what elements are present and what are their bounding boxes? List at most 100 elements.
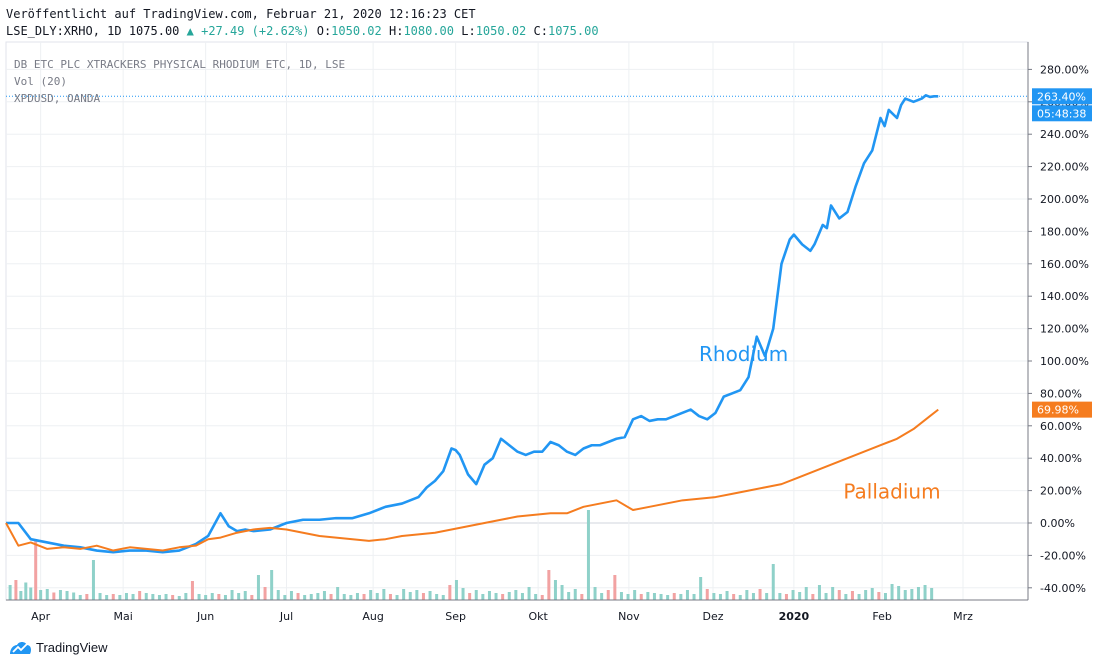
volume-bar <box>336 587 340 600</box>
chart-axes: 280.00%260.00%240.00%220.00%200.00%180.0… <box>6 42 1089 623</box>
open-label: O: <box>316 24 332 38</box>
volume-bar <box>388 594 392 600</box>
volume-bars <box>8 510 934 600</box>
rhodium-line[interactable] <box>6 94 939 554</box>
volume-bar <box>428 591 432 600</box>
volume-bar <box>118 595 122 600</box>
y-tick-label: 40.00% <box>1040 452 1082 465</box>
legend-main-series[interactable]: DB ETC PLC XTRACKERS PHYSICAL RHODIUM ET… <box>14 58 346 71</box>
volume-bar <box>593 587 597 600</box>
y-tick-label: 180.00% <box>1040 225 1089 238</box>
volume-bar <box>250 595 254 600</box>
volume-bar <box>903 590 907 600</box>
volume-bar <box>111 594 115 600</box>
volume-bar <box>164 594 168 600</box>
volume-bar <box>652 593 656 600</box>
legend-compare[interactable]: XPDUSD, OANDA <box>14 92 101 105</box>
volume-bar <box>29 587 33 600</box>
series-lines <box>5 94 1028 554</box>
legend-volume[interactable]: Vol (20) <box>14 75 67 88</box>
volume-bar <box>157 595 161 600</box>
palladium-annotation: Palladium <box>843 480 940 504</box>
volume-bar <box>342 594 346 600</box>
volume-bar <box>883 593 887 600</box>
palladium-value-badge <box>1032 401 1092 418</box>
volume-bar <box>817 585 821 600</box>
volume-bar <box>204 595 208 600</box>
volume-bar <box>263 587 267 600</box>
volume-bar <box>223 595 227 600</box>
volume-bar <box>850 591 854 600</box>
y-tick-label: 60.00% <box>1040 420 1082 433</box>
volume-bar <box>877 592 881 600</box>
volume-bar <box>712 593 716 600</box>
volume-bar <box>527 587 531 600</box>
volume-bar <box>798 592 802 600</box>
volume-bar <box>151 594 155 600</box>
y-tick-label: 20.00% <box>1040 485 1082 498</box>
last-price: 1075.00 <box>128 24 180 38</box>
y-tick-label: -40.00% <box>1040 582 1086 595</box>
volume-bar <box>369 590 373 600</box>
volume-bar <box>732 594 736 600</box>
volume-bar <box>679 594 683 600</box>
volume-bar <box>34 540 38 600</box>
volume-bar <box>190 581 194 600</box>
x-tick-label: Nov <box>618 610 640 623</box>
x-tick-label: Feb <box>872 610 891 623</box>
brand-name: TradingView <box>36 639 108 655</box>
volume-bar <box>408 592 412 600</box>
volume-bar <box>415 590 419 600</box>
volume-bar <box>283 595 287 600</box>
volume-bar <box>910 589 914 600</box>
volume-bar <box>580 594 584 600</box>
volume-bar <box>138 591 142 600</box>
tradingview-logo-icon <box>10 642 31 654</box>
volume-bar <box>98 593 102 600</box>
volume-bar <box>421 593 425 600</box>
volume-bar <box>520 593 524 600</box>
volume-bar <box>65 591 69 600</box>
volume-bar <box>659 594 663 600</box>
x-tick-label: 2020 <box>779 610 810 623</box>
rhodium-annotation: Rhodium <box>699 342 788 366</box>
volume-bar <box>468 593 472 600</box>
volume-bar <box>375 593 379 600</box>
tradingview-brand[interactable]: TradingView <box>8 638 108 656</box>
volume-bar <box>897 586 901 600</box>
palladium-line[interactable] <box>5 408 939 552</box>
chart-legend: DB ETC PLC XTRACKERS PHYSICAL RHODIUM ET… <box>14 56 345 107</box>
up-arrow-icon: ▲ <box>186 24 194 38</box>
header-bar: Veröffentlicht auf TradingView.com, Febr… <box>0 0 1100 40</box>
volume-bar <box>124 593 128 600</box>
volume-bar <box>395 595 399 600</box>
volume-bar <box>45 589 49 600</box>
x-tick-label: Sep <box>445 610 466 623</box>
high-label: H: <box>388 24 404 38</box>
x-tick-label: Mai <box>114 610 133 623</box>
volume-bar <box>210 593 214 600</box>
x-tick-label: Jun <box>196 610 214 623</box>
volume-bar <box>501 594 505 600</box>
volume-bar <box>316 593 320 600</box>
close-label: C: <box>533 24 548 38</box>
volume-bar <box>52 592 56 600</box>
volume-bar <box>276 590 280 600</box>
volume-bar <box>349 595 353 600</box>
volume-bar <box>309 594 313 600</box>
volume-bar <box>699 577 703 600</box>
symbol-label: LSE_DLY:XRHO, 1D <box>6 24 122 38</box>
volume-bar <box>230 590 234 600</box>
volume-bar <box>890 584 894 600</box>
published-info: Veröffentlicht auf TradingView.com, Febr… <box>6 7 476 21</box>
y-tick-label: 280.00% <box>1040 63 1089 76</box>
x-tick-label: Aug <box>362 610 383 623</box>
volume-bar <box>58 590 62 600</box>
volume-bar <box>461 588 465 600</box>
volume-bar <box>619 592 623 600</box>
x-tick-label: Apr <box>31 610 51 623</box>
volume-bar <box>171 595 175 600</box>
volume-bar <box>454 580 458 600</box>
volume-bar <box>184 593 188 600</box>
